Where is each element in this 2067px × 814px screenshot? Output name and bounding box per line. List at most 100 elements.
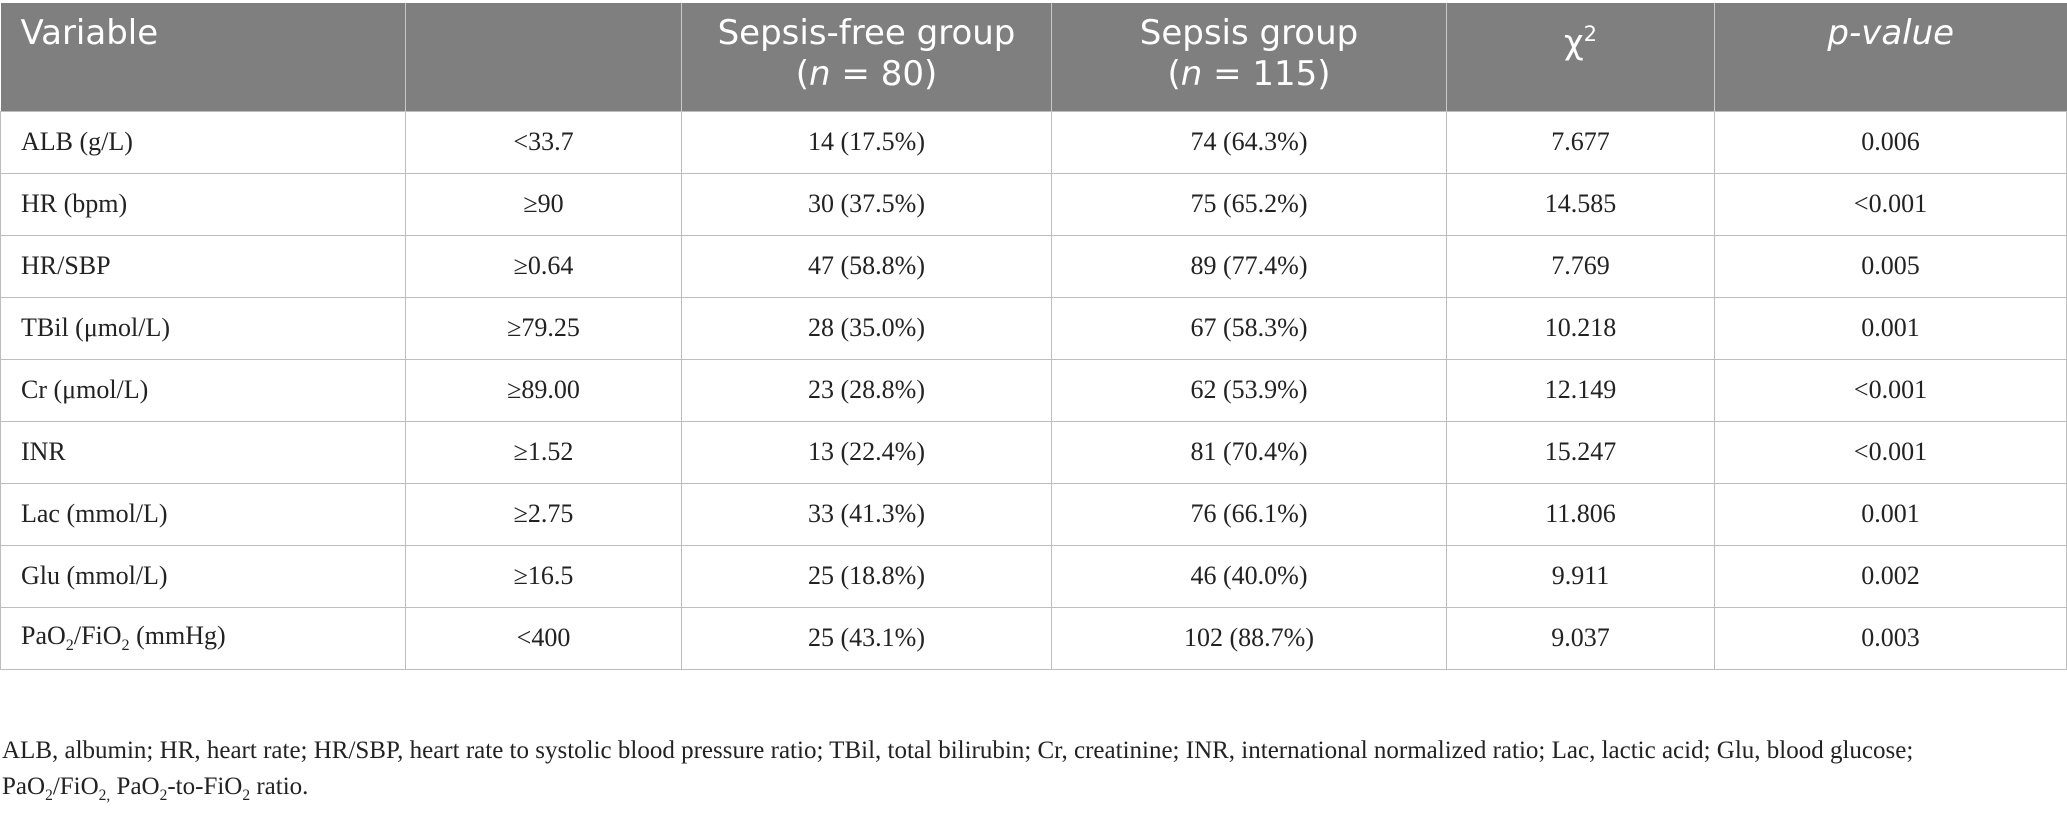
- cell-chi2: 14.585: [1446, 173, 1715, 236]
- var-pao-text: PaO: [21, 620, 66, 650]
- fn-to-fio-sub: 2: [242, 787, 251, 804]
- cell-chi2: 7.677: [1446, 110, 1715, 174]
- table-row: INR ≥1.52 13 (22.4%) 81 (70.4%) 15.247 <…: [0, 421, 2067, 484]
- fn-ratio: ratio.: [250, 773, 309, 800]
- header-chi2: χ2: [1446, 3, 1715, 111]
- cell-chi2: 15.247: [1446, 421, 1715, 484]
- header-sepsis-n-value: = 115: [1202, 54, 1318, 94]
- cell-chi2: 10.218: [1446, 297, 1715, 360]
- header-sepsis-free-n-value: = 80: [830, 54, 924, 94]
- var-fio-sub: 2: [121, 637, 130, 655]
- cell-variable: Cr (μmol/L): [0, 359, 406, 422]
- var-fio-text: /FiO: [73, 620, 122, 650]
- cell-sepsis: 74 (64.3%): [1051, 110, 1447, 174]
- cell-pvalue: 0.002: [1714, 545, 2067, 608]
- cell-chi2: 7.769: [1446, 235, 1715, 298]
- cell-variable: TBil (μmol/L): [0, 297, 406, 360]
- results-table: Variable Sepsis-free group (n = 80) Sepsi…: [0, 3, 2067, 670]
- cell-sepsis-free: 25 (18.8%): [681, 545, 1052, 608]
- cell-variable: ALB (g/L): [0, 110, 406, 174]
- fn-pao-2-sub: 2: [159, 787, 168, 804]
- header-row: Variable Sepsis-free group (n = 80) Sepsi…: [0, 3, 2067, 111]
- header-threshold: [405, 3, 682, 111]
- header-pvalue-label: p-value: [1827, 13, 1955, 53]
- header-chi2-symbol: χ: [1563, 22, 1584, 63]
- cell-sepsis: 81 (70.4%): [1051, 421, 1447, 484]
- cell-sepsis-free: 28 (35.0%): [681, 297, 1052, 360]
- cell-pvalue: 0.001: [1714, 483, 2067, 546]
- cell-sepsis: 46 (40.0%): [1051, 545, 1447, 608]
- cell-sepsis-free: 47 (58.8%): [681, 235, 1052, 298]
- header-sepsis-title: Sepsis group: [1139, 13, 1359, 53]
- header-sepsis-free: Sepsis-free group (n = 80): [681, 3, 1052, 111]
- cell-sepsis: 102 (88.7%): [1051, 607, 1447, 670]
- header-pvalue: p-value: [1714, 3, 2067, 111]
- cell-pvalue: <0.001: [1714, 173, 2067, 236]
- header-sepsis-free-n-label: n: [809, 54, 831, 94]
- cell-chi2: 12.149: [1446, 359, 1715, 422]
- cell-threshold: ≥90: [405, 173, 682, 236]
- cell-sepsis-free: 33 (41.3%): [681, 483, 1052, 546]
- table-row: HR/SBP ≥0.64 47 (58.8%) 89 (77.4%) 7.769…: [0, 235, 2067, 298]
- cell-pvalue: 0.001: [1714, 297, 2067, 360]
- fn-pao-2: PaO: [110, 773, 160, 800]
- fn-fio: /FiO: [52, 773, 99, 800]
- cell-threshold: ≥0.64: [405, 235, 682, 298]
- cell-threshold: <400: [405, 607, 682, 670]
- cell-sepsis-free: 14 (17.5%): [681, 110, 1052, 174]
- cell-threshold: ≥89.00: [405, 359, 682, 422]
- cell-threshold: <33.7: [405, 110, 682, 174]
- header-sepsis: Sepsis group (n = 115): [1051, 3, 1447, 111]
- var-unit-text: (mmHg): [129, 620, 226, 650]
- header-sepsis-free-title: Sepsis-free group: [717, 13, 1016, 53]
- cell-sepsis: 67 (58.3%): [1051, 297, 1447, 360]
- header-chi2-sup: 2: [1583, 21, 1598, 46]
- cell-threshold: ≥16.5: [405, 545, 682, 608]
- table-row: Lac (mmol/L) ≥2.75 33 (41.3%) 76 (66.1%)…: [0, 483, 2067, 546]
- cell-sepsis: 76 (66.1%): [1051, 483, 1447, 546]
- cell-threshold: ≥79.25: [405, 297, 682, 360]
- header-variable: Variable: [0, 3, 406, 111]
- cell-pvalue: 0.005: [1714, 235, 2067, 298]
- cell-threshold: ≥2.75: [405, 483, 682, 546]
- fn-to-fio: -to-FiO: [167, 773, 243, 800]
- cell-variable: HR (bpm): [0, 173, 406, 236]
- table-row: Glu (mmol/L) ≥16.5 25 (18.8%) 46 (40.0%)…: [0, 545, 2067, 608]
- table-header: Variable Sepsis-free group (n = 80) Sepsi…: [0, 3, 2067, 111]
- table-row: ALB (g/L) <33.7 14 (17.5%) 74 (64.3%) 7.…: [0, 110, 2067, 174]
- fn-pao: PaO: [2, 773, 46, 800]
- cell-sepsis-free: 30 (37.5%): [681, 173, 1052, 236]
- cell-sepsis-free: 25 (43.1%): [681, 607, 1052, 670]
- results-table-container: Variable Sepsis-free group (n = 80) Sepsi…: [0, 3, 2067, 670]
- table-row: PaO2/FiO2 (mmHg) <400 25 (43.1%) 102 (88…: [0, 607, 2067, 670]
- table-row: Cr (μmol/L) ≥89.00 23 (28.8%) 62 (53.9%)…: [0, 359, 2067, 422]
- var-pao-sub: 2: [65, 637, 74, 655]
- header-sepsis-n-label: n: [1180, 54, 1203, 94]
- cell-chi2: 9.037: [1446, 607, 1715, 670]
- cell-sepsis: 89 (77.4%): [1051, 235, 1447, 298]
- footnote-line-1: ALB, albumin; HR, heart rate; HR/SBP, he…: [2, 737, 1914, 764]
- cell-variable: Glu (mmol/L): [0, 545, 406, 608]
- cell-sepsis: 75 (65.2%): [1051, 173, 1447, 236]
- fn-fio-sub: 2,: [98, 787, 111, 804]
- cell-threshold: ≥1.52: [405, 421, 682, 484]
- cell-sepsis: 62 (53.9%): [1051, 359, 1447, 422]
- cell-chi2: 9.911: [1446, 545, 1715, 608]
- cell-pvalue: <0.001: [1714, 421, 2067, 484]
- cell-sepsis-free: 13 (22.4%): [681, 421, 1052, 484]
- cell-variable: Lac (mmol/L): [0, 483, 406, 546]
- cell-pvalue: 0.006: [1714, 110, 2067, 174]
- cell-variable: PaO2/FiO2 (mmHg): [0, 607, 406, 670]
- table-body: ALB (g/L) <33.7 14 (17.5%) 74 (64.3%) 7.…: [0, 110, 2067, 670]
- table-footnote: ALB, albumin; HR, heart rate; HR/SBP, he…: [2, 733, 2052, 814]
- cell-variable: HR/SBP: [0, 235, 406, 298]
- footnote-line-2: PaO2/FiO2, PaO2-to-FiO2 ratio.: [2, 769, 2052, 814]
- cell-pvalue: 0.003: [1714, 607, 2067, 670]
- cell-variable: INR: [0, 421, 406, 484]
- cell-sepsis-free: 23 (28.8%): [681, 359, 1052, 422]
- cell-pvalue: <0.001: [1714, 359, 2067, 422]
- table-row: HR (bpm) ≥90 30 (37.5%) 75 (65.2%) 14.58…: [0, 173, 2067, 236]
- cell-chi2: 11.806: [1446, 483, 1715, 546]
- fn-pao-sub: 2: [45, 787, 53, 804]
- table-row: TBil (μmol/L) ≥79.25 28 (35.0%) 67 (58.3…: [0, 297, 2067, 360]
